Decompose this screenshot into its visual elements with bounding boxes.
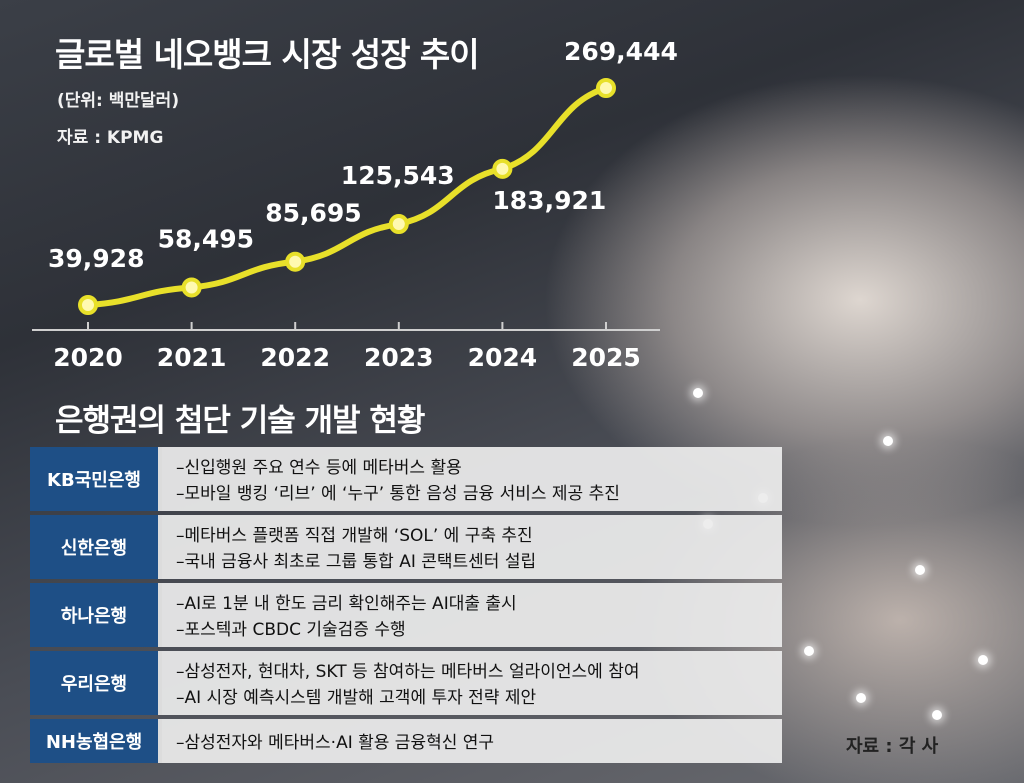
bank-name: 하나은행: [30, 583, 162, 647]
x-tick-label: 2024: [468, 343, 538, 372]
bank-name: 우리은행: [30, 651, 162, 715]
bank-description-line: –포스텍과 CBDC 기술검증 수행: [176, 620, 406, 640]
source-label: 자료 : KPMG: [57, 128, 164, 148]
data-points: [78, 78, 616, 315]
section-title: 은행권의 첨단 기술 개발 현황: [55, 403, 425, 439]
bank-description-line: –신입행원 주요 연수 등에 메타버스 활용: [176, 458, 462, 478]
network-node-decoration: [883, 436, 893, 446]
x-tick-label: 2021: [157, 343, 227, 372]
bank-name: KB국민은행: [30, 447, 162, 511]
bank-description: –삼성전자와 메타버스·AI 활용 금융혁신 연구: [162, 719, 782, 763]
bank-description-line: –AI 시장 예측시스템 개발해 고객에 투자 전략 제안: [176, 688, 537, 708]
bank-description: –삼성전자, 현대차, SKT 등 참여하는 메타버스 얼라이언스에 참여 –AI…: [162, 651, 782, 715]
network-node-decoration: [804, 646, 814, 656]
bank-description-line: –메타버스 플랫폼 직접 개발해 ‘SOL’ 에 구축 추진: [176, 526, 533, 546]
data-point: [181, 277, 202, 298]
data-point: [78, 295, 98, 315]
bank-row: 하나은행 –AI로 1분 내 한도 금리 확인해주는 AI대출 출시 –포스텍과 C…: [30, 583, 782, 647]
bank-row: NH농협은행 –삼성전자와 메타버스·AI 활용 금융혁신 연구: [30, 719, 782, 763]
bank-description-line: –삼성전자와 메타버스·AI 활용 금융혁신 연구: [176, 733, 495, 753]
data-label: 269,444: [564, 37, 678, 66]
bank-row: 우리은행 –삼성전자, 현대차, SKT 등 참여하는 메타버스 얼라이언스에 참…: [30, 651, 782, 715]
x-tick-label: 2025: [571, 343, 641, 372]
bank-description-line: –삼성전자, 현대차, SKT 등 참여하는 메타버스 얼라이언스에 참여: [176, 662, 640, 682]
data-point: [388, 214, 409, 235]
x-tick-label: 2022: [260, 343, 330, 372]
network-node-decoration: [915, 565, 925, 575]
bank-description: –메타버스 플랫폼 직접 개발해 ‘SOL’ 에 구축 추진 –국내 금융사 최초…: [162, 515, 782, 579]
network-node-decoration: [932, 710, 942, 720]
data-label: 39,928: [48, 244, 144, 273]
x-tick-label: 2020: [53, 343, 123, 372]
chart-title: 글로벌 네오뱅크 시장 성장 추이: [55, 35, 480, 74]
network-node-decoration: [856, 693, 866, 703]
line-chart: 39,92858,49585,695125,543183,921269,444 …: [32, 37, 678, 372]
data-point: [492, 158, 513, 179]
data-label: 125,543: [341, 161, 455, 190]
network-node-decoration: [693, 388, 703, 398]
bank-description-line: –AI로 1분 내 한도 금리 확인해주는 AI대출 출시: [176, 594, 517, 614]
x-tick-labels: 2020 2021 2022 2023 2024 2025: [53, 343, 641, 372]
bank-table: KB국민은행 –신입행원 주요 연수 등에 메타버스 활용 –모바일 뱅킹 ‘리브’…: [30, 447, 782, 767]
network-node-decoration: [978, 655, 988, 665]
data-label: 183,921: [492, 186, 606, 215]
bank-description-line: –모바일 뱅킹 ‘리브’ 에 ‘누구’ 통한 음성 금융 서비스 제공 추진: [176, 484, 620, 504]
x-axis-ticks: [87, 322, 607, 330]
bank-name: NH농협은행: [30, 719, 162, 763]
data-point: [596, 78, 616, 98]
data-labels: 39,928 58,495 85,695 125,543 183,921 269,444: [48, 37, 678, 273]
data-label: 58,495: [158, 224, 254, 253]
data-point: [285, 251, 306, 272]
bank-row: KB국민은행 –신입행원 주요 연수 등에 메타버스 활용 –모바일 뱅킹 ‘리브’…: [30, 447, 782, 511]
footer-source-label: 자료 : 각 사: [846, 736, 939, 757]
unit-label: (단위: 백만달러): [57, 91, 180, 111]
bank-description: –신입행원 주요 연수 등에 메타버스 활용 –모바일 뱅킹 ‘리브’ 에 ‘누구…: [162, 447, 782, 511]
x-tick-label: 2023: [364, 343, 434, 372]
bank-description-line: –국내 금융사 최초로 그룹 통합 AI 콘택트센터 설립: [176, 552, 537, 572]
data-label: 85,695: [265, 199, 361, 228]
bank-row: 신한은행 –메타버스 플랫폼 직접 개발해 ‘SOL’ 에 구축 추진 –국내 금융…: [30, 515, 782, 579]
bank-name: 신한은행: [30, 515, 162, 579]
bank-description: –AI로 1분 내 한도 금리 확인해주는 AI대출 출시 –포스텍과 CBDC …: [162, 583, 782, 647]
